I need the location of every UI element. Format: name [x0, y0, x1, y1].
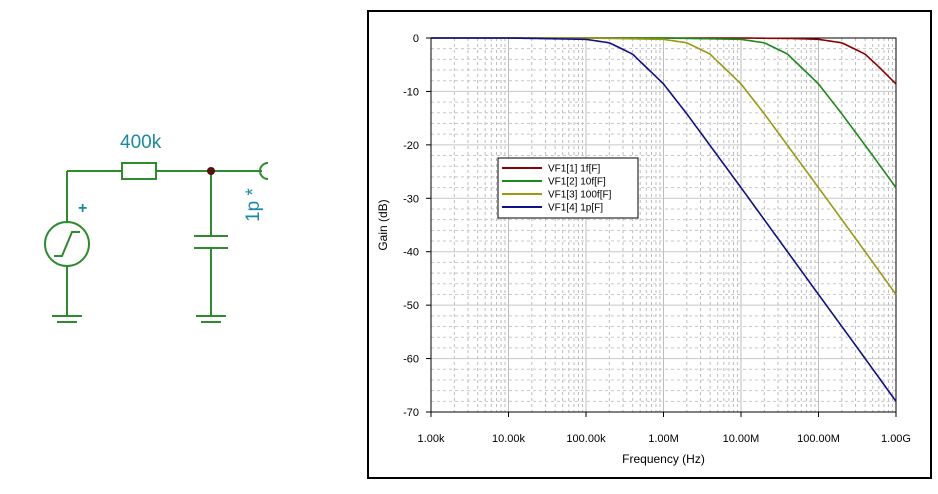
- x-axis-label: Frequency (Hz): [622, 452, 705, 466]
- x-tick-label: 10.00k: [492, 433, 526, 445]
- y-tick-label: -70: [403, 407, 419, 419]
- resistor-label: 400k: [120, 132, 162, 153]
- y-tick-label: -50: [403, 300, 419, 312]
- gain-chart: 1.00k 10.00k 100.00k 1.00M 10.00M 100.00M 1.00…: [376, 33, 911, 466]
- x-tick-label: 1.00M: [648, 433, 679, 445]
- y-tick-label: -20: [403, 140, 419, 152]
- junction-node: [207, 167, 215, 175]
- legend-entry-2: VF1[2] 10f[F]: [548, 177, 606, 188]
- legend-entry-3: VF1[3] 100f[F]: [548, 190, 612, 201]
- schematic-drawing: [44, 162, 269, 323]
- y-tick-label: -30: [403, 193, 419, 205]
- x-tick-label: 10.00M: [723, 433, 760, 445]
- tick-labels: 1.00k 10.00k 100.00k 1.00M 10.00M 100.00M 1.00…: [403, 33, 911, 445]
- y-tick-label: -60: [403, 354, 419, 366]
- y-tick-label: -40: [403, 247, 419, 259]
- resistor-symbol[interactable]: [121, 162, 157, 180]
- series-lines: [431, 37, 897, 402]
- x-tick-label: 1.00k: [418, 433, 445, 445]
- output-terminal[interactable]: [259, 162, 269, 180]
- legend: VF1[1] 1f[F] VF1[2] 10f[F] VF1[3] 100f[F] V…: [497, 157, 639, 219]
- x-tick-label: 100.00M: [797, 433, 840, 445]
- y-tick-label: 0: [413, 33, 419, 45]
- x-tick-label: 100.00k: [566, 433, 606, 445]
- step-source-icon: [54, 231, 80, 257]
- legend-entry-1: VF1[1] 1f[F]: [548, 164, 600, 175]
- circuit-schematic: 400k 1p * +: [0, 0, 360, 489]
- y-axis-label: Gain (dB): [376, 199, 390, 250]
- y-tick-label: -10: [403, 86, 419, 98]
- legend-entry-4: VF1[4] 1p[F]: [548, 203, 603, 214]
- capacitor-label: 1p *: [243, 188, 264, 222]
- series-line-4: [431, 37, 897, 402]
- x-tick-label: 1.00G: [881, 433, 911, 445]
- bode-plot-frame: 1.00k 10.00k 100.00k 1.00M 10.00M 100.00M 1.00…: [367, 10, 932, 479]
- source-polarity-label: +: [78, 200, 88, 217]
